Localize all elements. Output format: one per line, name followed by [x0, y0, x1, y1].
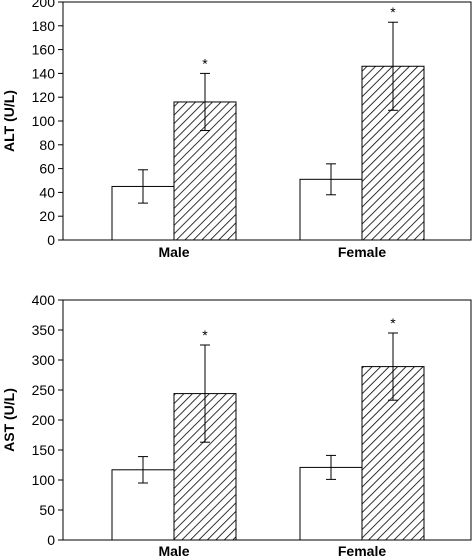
significance-marker: *: [202, 327, 208, 343]
y-tick-label: 20: [39, 208, 55, 224]
y-tick-label: 140: [32, 65, 56, 81]
error-bar: [326, 454, 336, 480]
y-tick-label: 200: [32, 412, 56, 428]
error-bar: [200, 72, 210, 132]
y-tick-label: 250: [32, 382, 56, 398]
y-tick-label: 0: [47, 532, 55, 548]
y-tick-label: 100: [32, 113, 56, 129]
error-bar: [388, 21, 398, 111]
y-tick-label: 120: [32, 89, 56, 105]
y-tick-label: 0: [47, 232, 55, 248]
y-tick-label: 300: [32, 352, 56, 368]
significance-marker: *: [390, 4, 396, 20]
error-bar: [138, 456, 148, 484]
y-tick-label: 40: [39, 184, 55, 200]
y-tick-label: 400: [32, 292, 56, 308]
y-tick-label: 80: [39, 137, 55, 153]
category-label: Female: [338, 244, 386, 260]
white-bar-male: [111, 469, 175, 541]
ast-chart-panel: AST (U/L) 0 50 100 150 200 250 300 350 400 * * Male…: [1, 292, 472, 559]
y-tick-label: 50: [39, 502, 55, 518]
y-tick-label: 60: [39, 161, 55, 177]
error-bar: [200, 344, 210, 443]
error-bar: [388, 332, 398, 401]
category-label: Male: [158, 543, 189, 559]
y-tick-label: 160: [32, 42, 56, 58]
y-tick-label: 100: [32, 472, 56, 488]
significance-marker: *: [390, 315, 396, 331]
y-axis-label: AST (U/L): [1, 388, 17, 452]
alt-chart-panel: ALT (U/L) 0 20 40 60 80 100 120 140 160 180 200 * * M…: [1, 0, 472, 260]
y-tick-label: 150: [32, 442, 56, 458]
category-label: Female: [338, 543, 386, 559]
y-tick-label: 350: [32, 322, 56, 338]
category-label: Male: [158, 244, 189, 260]
significance-marker: *: [202, 55, 208, 71]
error-bar: [326, 163, 336, 196]
error-bar: [138, 169, 148, 204]
y-tick-label: 180: [32, 18, 56, 34]
y-axis-label: ALT (U/L): [1, 90, 17, 152]
y-tick-label: 200: [32, 0, 56, 10]
